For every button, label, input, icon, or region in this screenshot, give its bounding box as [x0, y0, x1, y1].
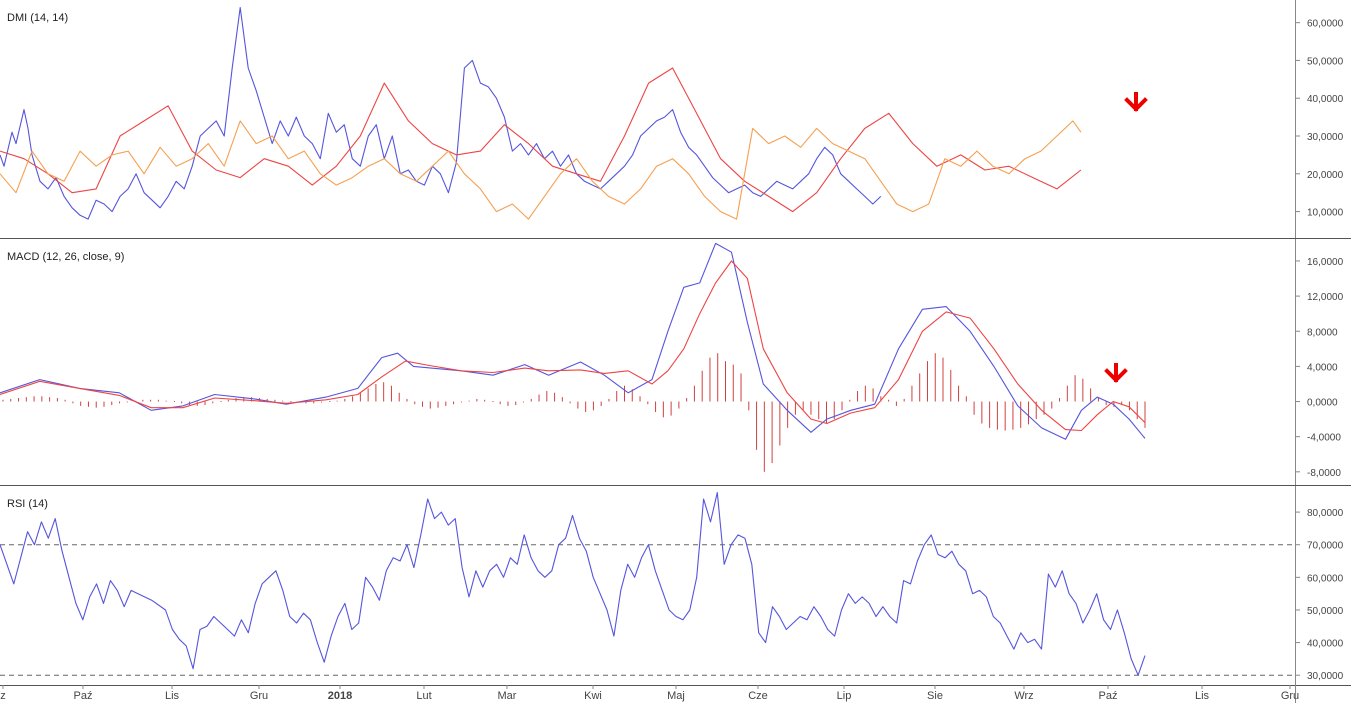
series-line-red	[0, 67, 1082, 213]
series-line-red	[0, 260, 1146, 432]
down-arrow-icon	[1104, 363, 1128, 383]
x-tick-label: Lip	[837, 690, 852, 702]
histogram-bar	[492, 401, 494, 403]
x-tick-label: Maj	[667, 690, 685, 702]
x-tick-label: Gru	[250, 690, 268, 702]
series-line-blue	[0, 7, 882, 220]
histogram-bar	[220, 401, 222, 403]
y-tick-label: 4,0000	[1307, 362, 1338, 373]
y-tick-label: 30,0000	[1307, 132, 1344, 143]
y-tick-label: 10,0000	[1307, 208, 1344, 219]
x-tick-label: Cze	[748, 690, 768, 702]
x-tick-label: Mar	[498, 690, 517, 702]
panel-2: MACD (12, 26, close, 9) -8,0000 -4,0000 0,0…	[0, 239, 1351, 486]
histogram-bar	[173, 401, 175, 403]
y-tick-label: -4,0000	[1307, 433, 1341, 444]
histogram-bar	[290, 401, 292, 403]
y-tick-label: 8,0000	[1307, 327, 1338, 338]
down-arrow-shape	[1104, 363, 1128, 383]
x-tick-label: Lis	[1195, 690, 1210, 702]
panel-title: MACD (12, 26, close, 9)	[7, 251, 124, 263]
panel-title: RSI (14)	[7, 498, 48, 510]
down-arrow-shape	[1124, 92, 1148, 112]
y-tick-label: 20,0000	[1307, 170, 1344, 181]
x-tick-label: Kwi	[584, 690, 602, 702]
x-tick-label: 2018	[328, 690, 352, 702]
y-tick-label: 80,0000	[1307, 508, 1344, 519]
x-tick-label: Gru	[1281, 690, 1299, 702]
series-line-blue	[0, 491, 1146, 676]
y-tick-label: 40,0000	[1307, 94, 1344, 105]
x-tick-label: Lis	[165, 690, 180, 702]
series-line-blue	[0, 242, 1146, 440]
y-tick-label: 60,0000	[1307, 573, 1344, 584]
y-tick-label: 60,0000	[1307, 19, 1344, 30]
y-tick-label: 12,0000	[1307, 292, 1344, 303]
y-tick-label: 30,0000	[1307, 671, 1344, 682]
histogram-bar	[329, 401, 331, 403]
x-tick-label: Lut	[416, 690, 431, 702]
y-tick-label: -8,0000	[1307, 468, 1341, 479]
down-arrow-icon	[1124, 92, 1148, 112]
y-tick-label: 40,0000	[1307, 639, 1344, 650]
x-tick-label: Sie	[927, 690, 943, 702]
y-tick-label: 16,0000	[1307, 257, 1344, 268]
y-tick-label: 70,0000	[1307, 541, 1344, 552]
series-line-orange	[0, 120, 1082, 220]
panel-title: DMI (14, 14)	[7, 12, 68, 24]
x-axis: z Paź Lis Gru 2018 Lut Mar Kwi Maj Cze Lip Sie Wrz Pa…	[0, 685, 1299, 703]
x-tick-label: Paź	[74, 690, 93, 702]
x-tick-label: z	[0, 690, 6, 702]
x-tick-label: Paź	[1099, 690, 1118, 702]
y-tick-label: 50,0000	[1307, 56, 1344, 67]
panel-3: RSI (14) 30,0000 40,0000 50,0000 60,0000 70,0…	[0, 486, 1351, 686]
y-tick-label: 0,0000	[1307, 398, 1338, 409]
panel-1: DMI (14, 14) 10,0000 20,0000 30,0000 40,0000…	[0, 0, 1351, 239]
y-tick-label: 50,0000	[1307, 606, 1344, 617]
x-tick-label: Wrz	[1014, 690, 1033, 702]
